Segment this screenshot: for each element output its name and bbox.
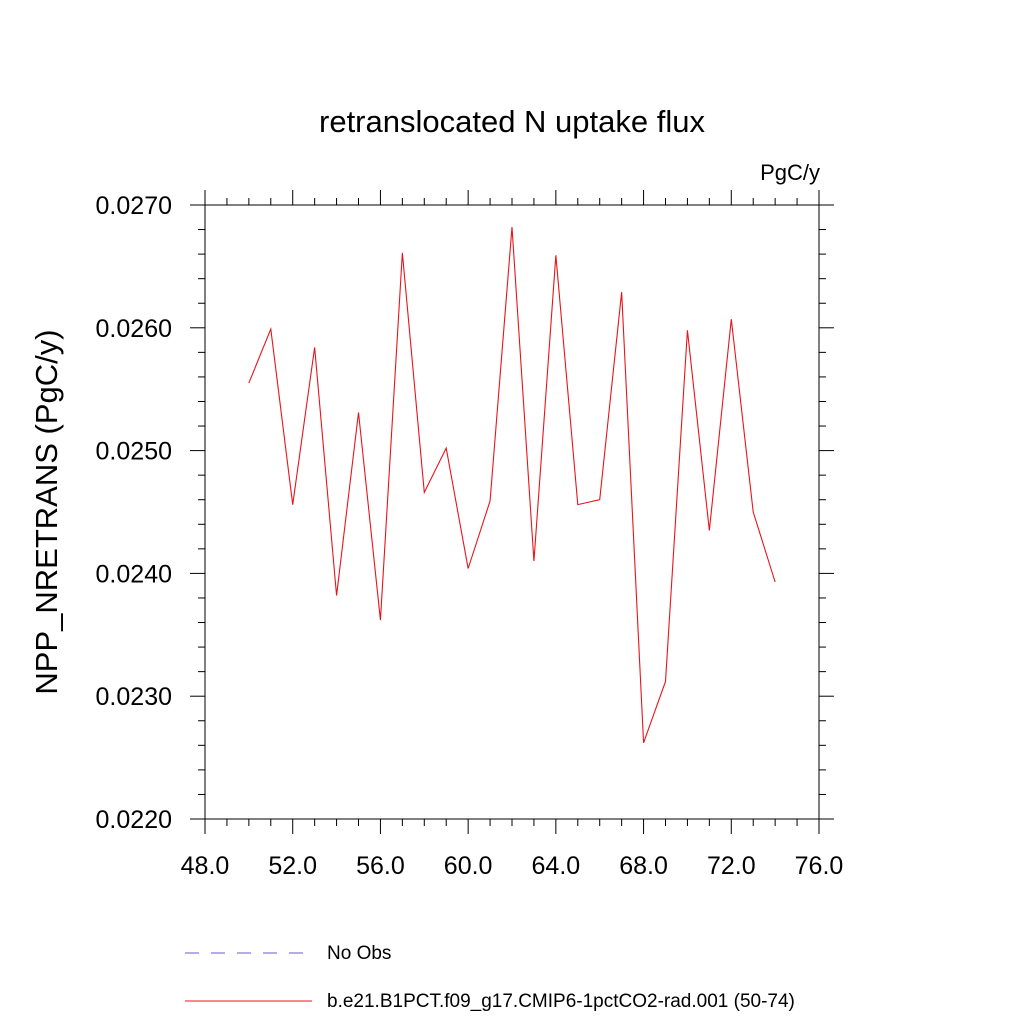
- y-tick-label: 0.0220: [96, 806, 172, 834]
- y-tick-label: 0.0250: [96, 438, 172, 466]
- x-tick-label: 56.0: [356, 852, 405, 880]
- chart-title: retranslocated N uptake flux: [319, 104, 705, 139]
- axis-ticks: [190, 190, 834, 834]
- x-tick-label: 48.0: [181, 852, 230, 880]
- series-lines: [248, 227, 776, 744]
- legend-label-obs: No Obs: [327, 943, 391, 964]
- y-tick-label: 0.0230: [96, 683, 172, 711]
- y-tick-label: 0.0240: [96, 560, 172, 588]
- series-line: [248, 227, 776, 744]
- y-axis-label: NPP_NRETRANS (PgC/y): [29, 329, 64, 694]
- y-tick-label: 0.0260: [96, 315, 172, 343]
- plot-frame: [204, 204, 820, 820]
- axis-tick-labels: 48.0 52.0 56.0 60.0 64.0 68.0 72.0 76.0 0.0220 0.…: [96, 192, 844, 880]
- x-tick-label: 68.0: [619, 852, 668, 880]
- legend-label-model: b.e21.B1PCT.f09_g17.CMIP6-1pctCO2-rad.00…: [327, 991, 795, 1012]
- x-tick-label: 52.0: [268, 852, 317, 880]
- units-label: PgC/y: [760, 160, 820, 185]
- y-tick-label: 0.0270: [96, 192, 172, 220]
- x-tick-label: 60.0: [444, 852, 493, 880]
- x-tick-label: 72.0: [707, 852, 756, 880]
- x-tick-label: 76.0: [795, 852, 844, 880]
- legend: No Obs b.e21.B1PCT.f09_g17.CMIP6-1pctCO2…: [185, 943, 795, 1012]
- x-tick-label: 64.0: [532, 852, 581, 880]
